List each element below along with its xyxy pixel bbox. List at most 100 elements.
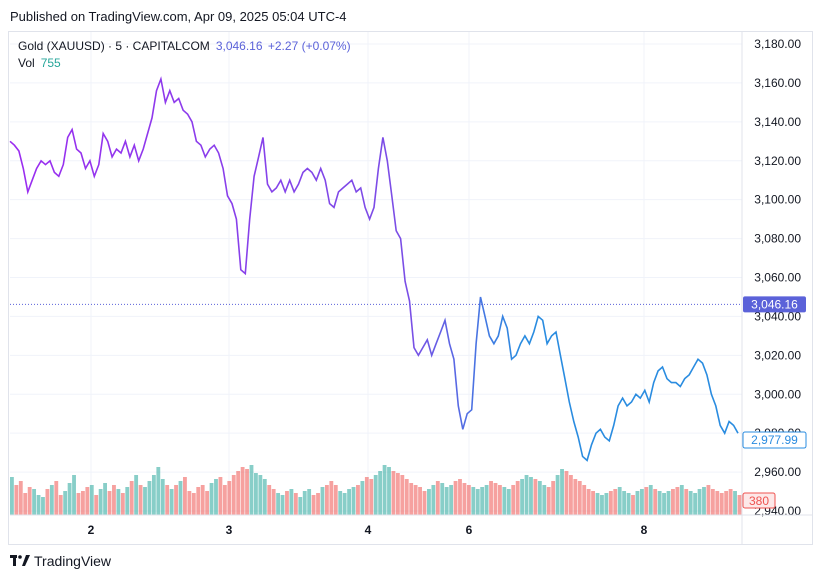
volume-bar: [187, 491, 192, 515]
x-tick-label: 4: [365, 523, 372, 537]
volume-bar: [440, 483, 445, 515]
x-tick-label: 6: [466, 523, 473, 537]
brand-name: TradingView: [34, 553, 112, 569]
volume-bar: [373, 475, 378, 515]
vol-value: 755: [40, 56, 61, 70]
volume-tag-box: [742, 492, 776, 509]
price-change: +2.27 (+0.07%): [267, 39, 351, 53]
volume-bar: [387, 467, 391, 515]
brand[interactable]: TradingView: [10, 553, 111, 569]
volume-bar: [728, 489, 733, 515]
volume-bar: [285, 491, 289, 515]
y-tick-label: 3,080.00: [754, 232, 801, 246]
volume-bar: [240, 467, 245, 515]
volume-bar: [293, 493, 298, 515]
current-price-tag-box: [743, 296, 806, 313]
volume-bar: [471, 487, 476, 515]
volume-bar: [302, 491, 307, 515]
volume-bar: [134, 475, 139, 515]
price-tags: 3,046.16 2,977.99 380: [742, 296, 807, 509]
chart-frame[interactable]: [8, 31, 813, 545]
volume-bar: [45, 489, 50, 515]
grid-lines: [10, 32, 742, 515]
volume-bar: [737, 495, 742, 515]
volume-bar: [54, 481, 59, 515]
volume-bar: [249, 465, 254, 515]
volume-bar: [289, 489, 294, 515]
volume-bar: [635, 491, 640, 515]
volume-bar: [710, 489, 715, 515]
volume-bar: [706, 485, 711, 515]
volume-bar: [524, 475, 529, 515]
volume-bar: [316, 493, 320, 515]
volume-bar: [444, 487, 449, 515]
volume-bar: [662, 493, 666, 515]
volume-bar: [520, 479, 525, 515]
volume-bar: [214, 479, 218, 515]
y-tick-label: 3,040.00: [754, 309, 801, 323]
volume-bar: [262, 479, 267, 515]
volume-bar: [351, 487, 356, 515]
volume-bar: [697, 489, 702, 515]
volume-bar: [613, 489, 618, 515]
volume-bar: [604, 493, 609, 515]
volume-bar: [360, 481, 365, 515]
volume-bar: [719, 493, 724, 515]
volume-bar: [555, 475, 560, 515]
volume-bar: [648, 485, 653, 515]
volume-bar: [347, 489, 351, 515]
volume-bar: [138, 485, 143, 515]
volume-bar: [107, 491, 112, 515]
volume-bar: [715, 491, 720, 515]
volume-bar: [435, 481, 440, 515]
volume-bar: [116, 489, 121, 515]
volume-bar: [653, 489, 658, 515]
volume-bar: [595, 493, 600, 515]
volume-bar: [679, 485, 684, 515]
volume-bar: [666, 491, 671, 515]
volume-bar: [36, 495, 41, 515]
volume-bar: [356, 485, 360, 515]
volume-bar: [342, 493, 347, 515]
volume-bar: [484, 485, 489, 515]
legend: Gold (XAUUSD) · 5 · CAPITALCOM 3,046.16 +…: [18, 38, 351, 72]
volume-bar: [103, 483, 107, 515]
volume-bar: [626, 493, 631, 515]
volume-bar: [418, 487, 422, 515]
volume-bar: [191, 493, 196, 515]
volume-bar: [324, 485, 329, 515]
volume-bar: [143, 487, 147, 515]
y-tick-label: 3,020.00: [754, 348, 801, 362]
volume-bar: [174, 485, 178, 515]
volume-bar: [147, 481, 152, 515]
volume-bar: [369, 479, 374, 515]
volume-bar: [502, 487, 507, 515]
x-tick-label: 8: [641, 523, 648, 537]
volume-bar: [151, 475, 156, 515]
published-caption: Published on TradingView.com, Apr 09, 20…: [10, 9, 347, 24]
volume-bar: [688, 491, 693, 515]
volume-bar: [577, 481, 582, 515]
volume-bar: [183, 477, 187, 515]
volume-bar: [498, 485, 502, 515]
volume-bar: [453, 481, 458, 515]
volume-bar: [58, 495, 63, 515]
x-axis: 2 3 4 6 8: [10, 514, 813, 537]
volume-bar: [475, 489, 480, 515]
volume-bar: [67, 483, 72, 515]
volume-bar: [617, 487, 622, 515]
volume-bar: [511, 485, 516, 515]
y-tick-label: 3,060.00: [754, 271, 801, 285]
volume-bar: [231, 475, 236, 515]
volume-bar: [80, 491, 85, 515]
x-tick-label: 3: [226, 523, 233, 537]
volume-bar: [165, 485, 170, 515]
y-tick-label: 3,120.00: [754, 154, 801, 168]
volume-bar: [49, 485, 54, 515]
volume-bar: [458, 479, 462, 515]
volume-bar: [378, 471, 383, 515]
volume-bar: [702, 487, 706, 515]
volume-bar: [23, 493, 28, 515]
volume-bar: [205, 491, 210, 515]
